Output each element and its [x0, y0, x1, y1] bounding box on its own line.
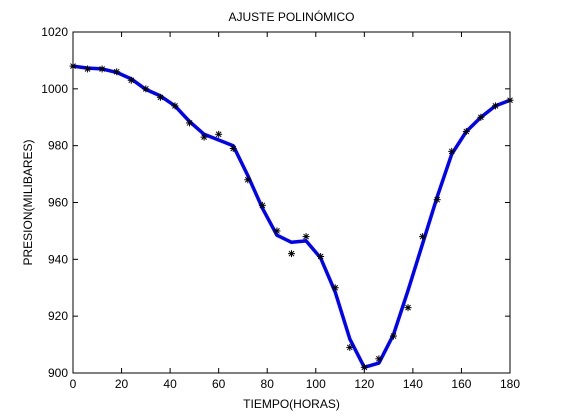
data-point: [375, 355, 383, 363]
x-tick-label: 140: [403, 377, 423, 391]
data-point: [331, 284, 339, 292]
data-point: [506, 96, 514, 104]
data-point: [142, 85, 150, 93]
data-point: [433, 196, 441, 204]
data-point: [360, 363, 368, 371]
data-point: [171, 102, 179, 110]
x-tick-label: 0: [70, 377, 77, 391]
data-point: [229, 145, 237, 153]
y-tick-label: 900: [48, 366, 68, 380]
data-point: [200, 133, 208, 141]
x-axis: 0 20 40 60 80 100 120 140 160 180: [70, 32, 520, 391]
x-tick-label: 160: [451, 377, 471, 391]
data-point: [302, 233, 310, 241]
data-point: [346, 343, 354, 351]
data-point: [477, 113, 485, 121]
data-point: [215, 130, 223, 138]
data-point: [462, 127, 470, 135]
data-point: [156, 93, 164, 101]
x-tick-label: 80: [261, 377, 275, 391]
y-tick-label: 1000: [41, 82, 68, 96]
x-axis-label: TIEMPO(HORAS): [243, 397, 340, 411]
series-layer: [69, 62, 514, 371]
data-point: [69, 62, 77, 70]
data-point: [288, 250, 295, 258]
x-tick-label: 20: [115, 377, 129, 391]
x-tick-label: 180: [500, 377, 520, 391]
data-point: [389, 332, 397, 340]
y-tick-label: 920: [48, 309, 68, 323]
y-tick-label: 980: [48, 139, 68, 153]
data-point: [84, 65, 92, 73]
data-point: [419, 233, 427, 241]
x-tick-label: 120: [354, 377, 374, 391]
x-tick-label: 100: [306, 377, 326, 391]
data-point: [404, 304, 412, 312]
data-point: [186, 119, 194, 127]
y-tick-label: 960: [48, 196, 68, 210]
y-tick-label: 940: [48, 252, 68, 266]
data-point: [317, 252, 325, 260]
data-point: [258, 201, 266, 209]
data-point: [491, 102, 499, 110]
data-point: [244, 176, 252, 184]
data-point: [127, 76, 135, 84]
data-point: [273, 227, 281, 235]
data-point: [448, 147, 456, 155]
y-axis: 900 920 940 960 980 1000 1020: [41, 25, 510, 380]
y-tick-label: 1020: [41, 25, 68, 39]
x-tick-label: 60: [212, 377, 226, 391]
data-point: [98, 65, 106, 73]
x-tick-label: 40: [163, 377, 177, 391]
chart-title: AJUSTE POLINÓMICO: [228, 9, 354, 24]
data-point: [113, 68, 121, 76]
y-axis-label: PRESION(MILIBARES): [21, 139, 35, 265]
